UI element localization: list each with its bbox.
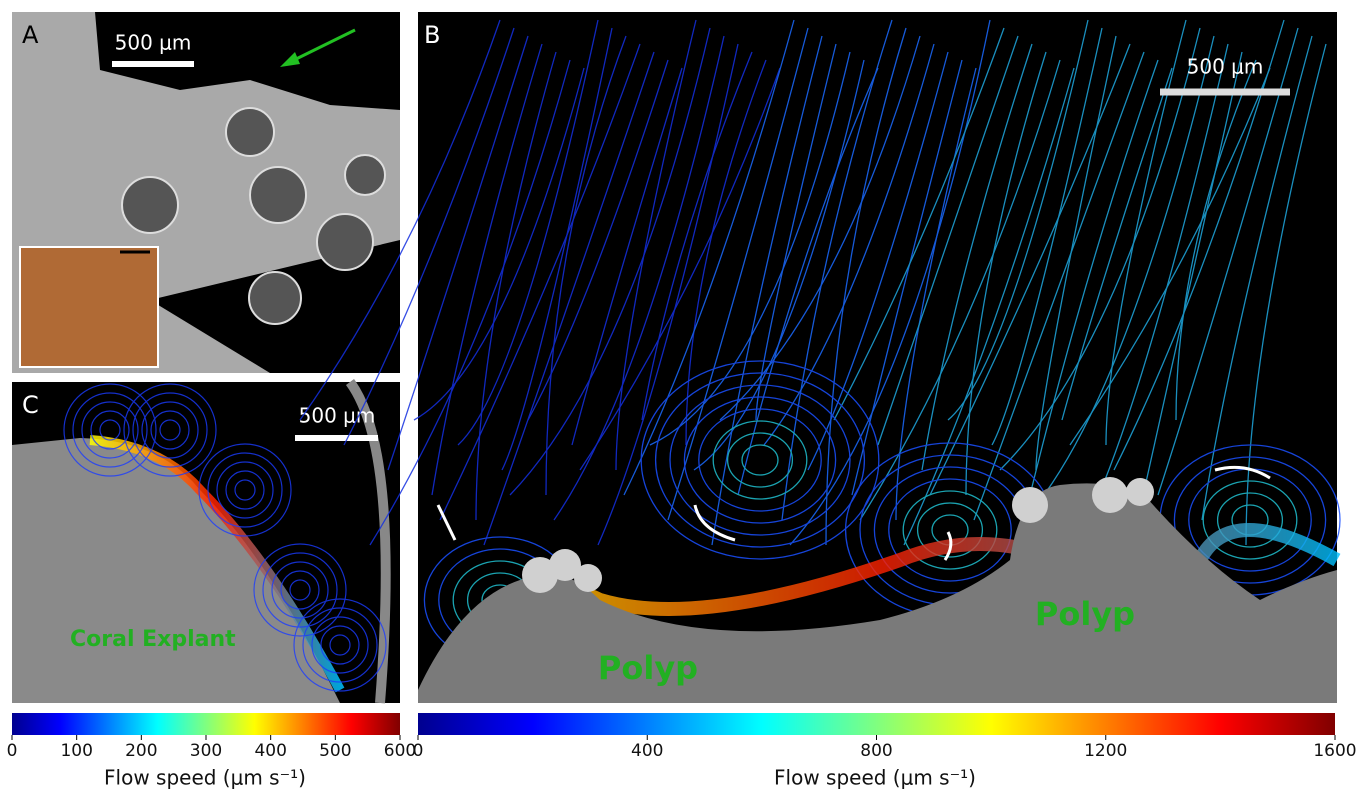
annotation: Coral Explant (70, 627, 236, 652)
tick-label: 600 (384, 741, 416, 761)
tick-label: 800 (860, 741, 892, 761)
figure: 500 μm A 500 μm Coral Explant C 500 μm P… (0, 0, 1358, 794)
tick-label: 400 (631, 741, 663, 761)
panel-a: 500 μm A (12, 12, 400, 373)
tick-label: 200 (125, 741, 157, 761)
scale-bar-label: 500 μm (1187, 55, 1264, 79)
panel-label: C (22, 391, 39, 419)
panel-c: 500 μm Coral Explant C (12, 382, 400, 703)
tick-label: 400 (254, 741, 286, 761)
colorbar-label: Flow speed (μm s⁻¹) (104, 766, 306, 790)
tick-label: 300 (190, 741, 222, 761)
tick-label: 100 (60, 741, 92, 761)
tick-label: 1600 (1313, 741, 1356, 761)
tick-label: 0 (413, 741, 424, 761)
tick-label: 0 (7, 741, 18, 761)
annotation: Polyp (598, 649, 698, 687)
tick-label: 1200 (1084, 741, 1127, 761)
colorbar (12, 713, 400, 735)
colorbar (418, 713, 1335, 735)
panel-label: A (22, 21, 39, 49)
panel-label: B (424, 21, 440, 49)
tick-label: 500 (319, 741, 351, 761)
annotation: Polyp (1035, 595, 1135, 633)
inset-photo (20, 247, 158, 367)
scale-bar-label: 500 μm (299, 404, 376, 428)
scale-bar-label: 500 μm (115, 31, 192, 55)
panel-b: 500 μm Polyp Polyp B (300, 12, 1340, 703)
colorbar-label: Flow speed (μm s⁻¹) (774, 766, 976, 790)
